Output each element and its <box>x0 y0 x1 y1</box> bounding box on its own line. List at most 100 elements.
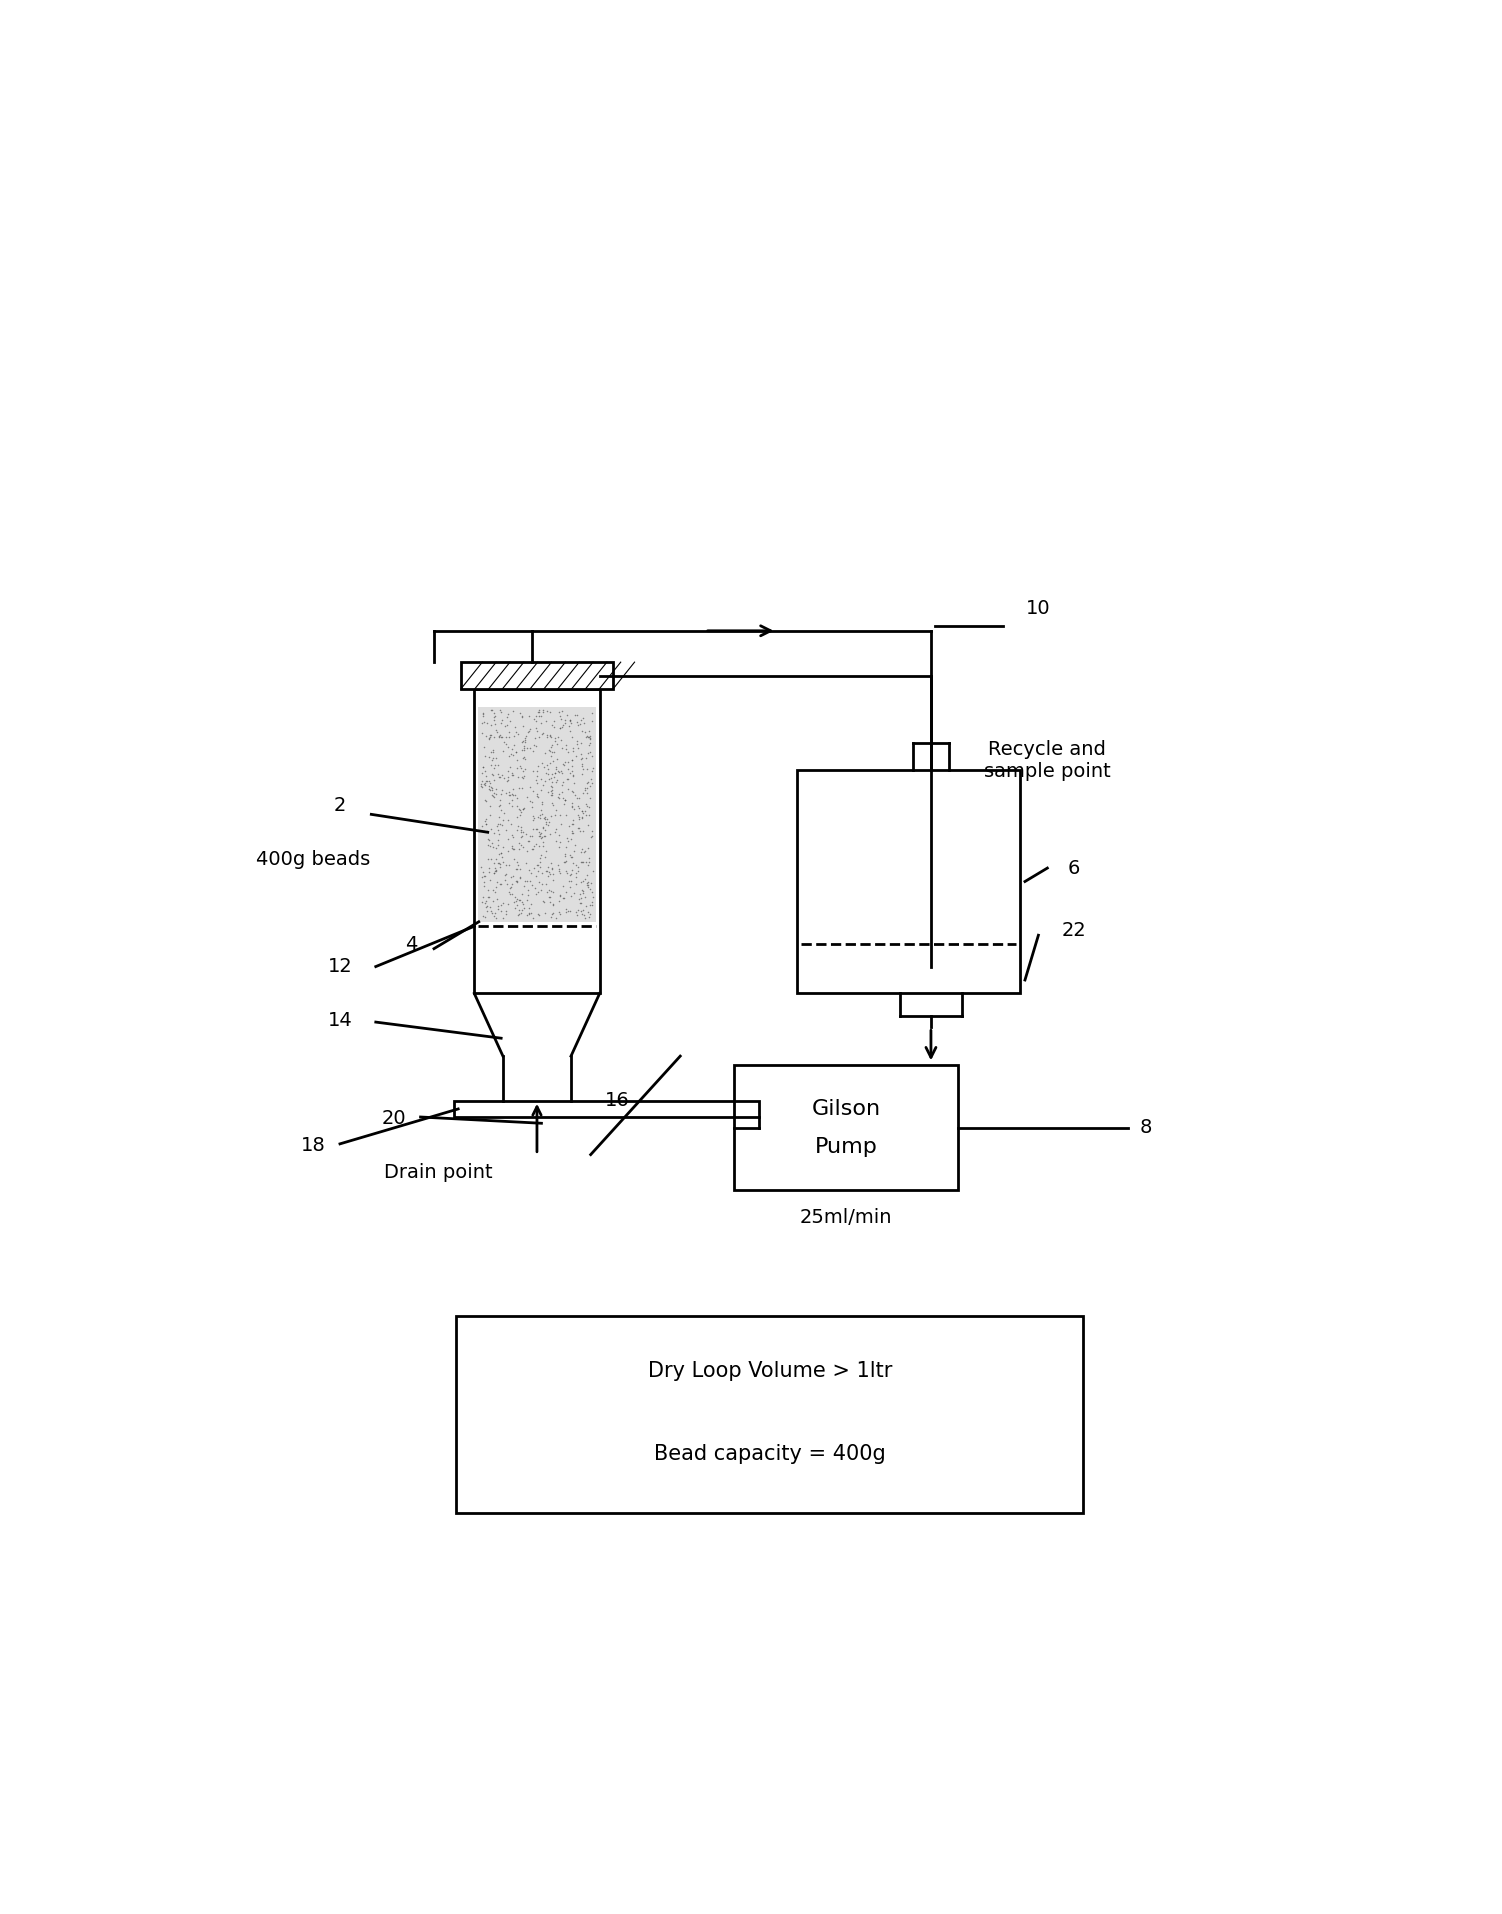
Point <box>496 733 520 764</box>
Point <box>500 790 524 821</box>
Point <box>539 758 563 789</box>
Point <box>575 898 599 928</box>
Point <box>554 856 578 886</box>
Point <box>479 750 503 781</box>
Point <box>553 748 577 779</box>
Point <box>497 877 521 907</box>
Point <box>553 882 577 913</box>
Point <box>554 898 578 928</box>
Point <box>473 741 497 771</box>
Point <box>560 756 584 787</box>
Point <box>520 869 544 900</box>
Point <box>490 697 514 727</box>
Point <box>533 815 557 846</box>
Text: 16: 16 <box>605 1091 629 1110</box>
Point <box>566 813 590 844</box>
Point <box>550 695 574 725</box>
Point <box>479 829 503 859</box>
Point <box>556 754 580 785</box>
Point <box>538 764 562 794</box>
Point <box>581 856 605 886</box>
Point <box>535 804 559 835</box>
Point <box>521 813 545 844</box>
Point <box>497 762 521 792</box>
Text: 12: 12 <box>327 957 353 976</box>
Point <box>490 838 514 869</box>
Point <box>472 901 496 932</box>
Point <box>481 886 505 917</box>
Point <box>571 798 595 829</box>
Point <box>569 833 593 863</box>
Text: 20: 20 <box>382 1110 406 1127</box>
Point <box>527 842 551 873</box>
Point <box>505 865 529 896</box>
Point <box>473 901 497 932</box>
Point <box>569 758 593 789</box>
Point <box>556 825 580 856</box>
Point <box>505 815 529 846</box>
Point <box>526 877 550 907</box>
Point <box>541 789 565 819</box>
Point <box>475 890 499 921</box>
Point <box>560 733 584 764</box>
Point <box>490 760 514 790</box>
Point <box>553 785 577 815</box>
Point <box>521 704 545 735</box>
Point <box>490 722 514 752</box>
Point <box>547 854 571 884</box>
Point <box>574 773 598 804</box>
Point <box>500 760 524 790</box>
Point <box>577 766 601 796</box>
Point <box>545 783 569 813</box>
Point <box>485 716 509 746</box>
Point <box>577 722 601 752</box>
Point <box>532 697 556 727</box>
Point <box>542 712 566 743</box>
Point <box>535 869 559 900</box>
Point <box>580 890 604 921</box>
Point <box>494 779 518 810</box>
Point <box>569 727 593 758</box>
Point <box>559 708 583 739</box>
Point <box>530 821 554 852</box>
Point <box>479 844 503 875</box>
Point <box>502 835 526 865</box>
Point <box>559 840 583 871</box>
Point <box>571 900 595 930</box>
Point <box>512 894 536 924</box>
Point <box>568 708 592 739</box>
Point <box>524 829 548 859</box>
Point <box>526 850 550 880</box>
Point <box>512 871 536 901</box>
Point <box>539 781 563 812</box>
Point <box>563 857 587 888</box>
Point <box>509 821 533 852</box>
Point <box>556 764 580 794</box>
Point <box>557 865 581 896</box>
Point <box>574 775 598 806</box>
Text: Pump: Pump <box>814 1137 877 1156</box>
Point <box>503 886 527 917</box>
Point <box>571 702 595 733</box>
Point <box>580 706 604 737</box>
Text: 4: 4 <box>406 934 418 953</box>
Point <box>574 892 598 923</box>
Point <box>572 716 596 746</box>
Point <box>544 827 568 857</box>
Point <box>536 758 560 789</box>
Point <box>554 894 578 924</box>
Point <box>509 829 533 859</box>
Point <box>550 712 574 743</box>
Point <box>473 756 497 787</box>
Point <box>578 900 602 930</box>
Point <box>571 875 595 905</box>
Point <box>562 768 586 798</box>
Point <box>478 722 502 752</box>
Point <box>521 833 545 863</box>
Point <box>575 722 599 752</box>
Point <box>518 865 542 896</box>
Point <box>575 867 599 898</box>
Point <box>518 771 542 802</box>
Point <box>569 888 593 919</box>
Point <box>502 886 526 917</box>
